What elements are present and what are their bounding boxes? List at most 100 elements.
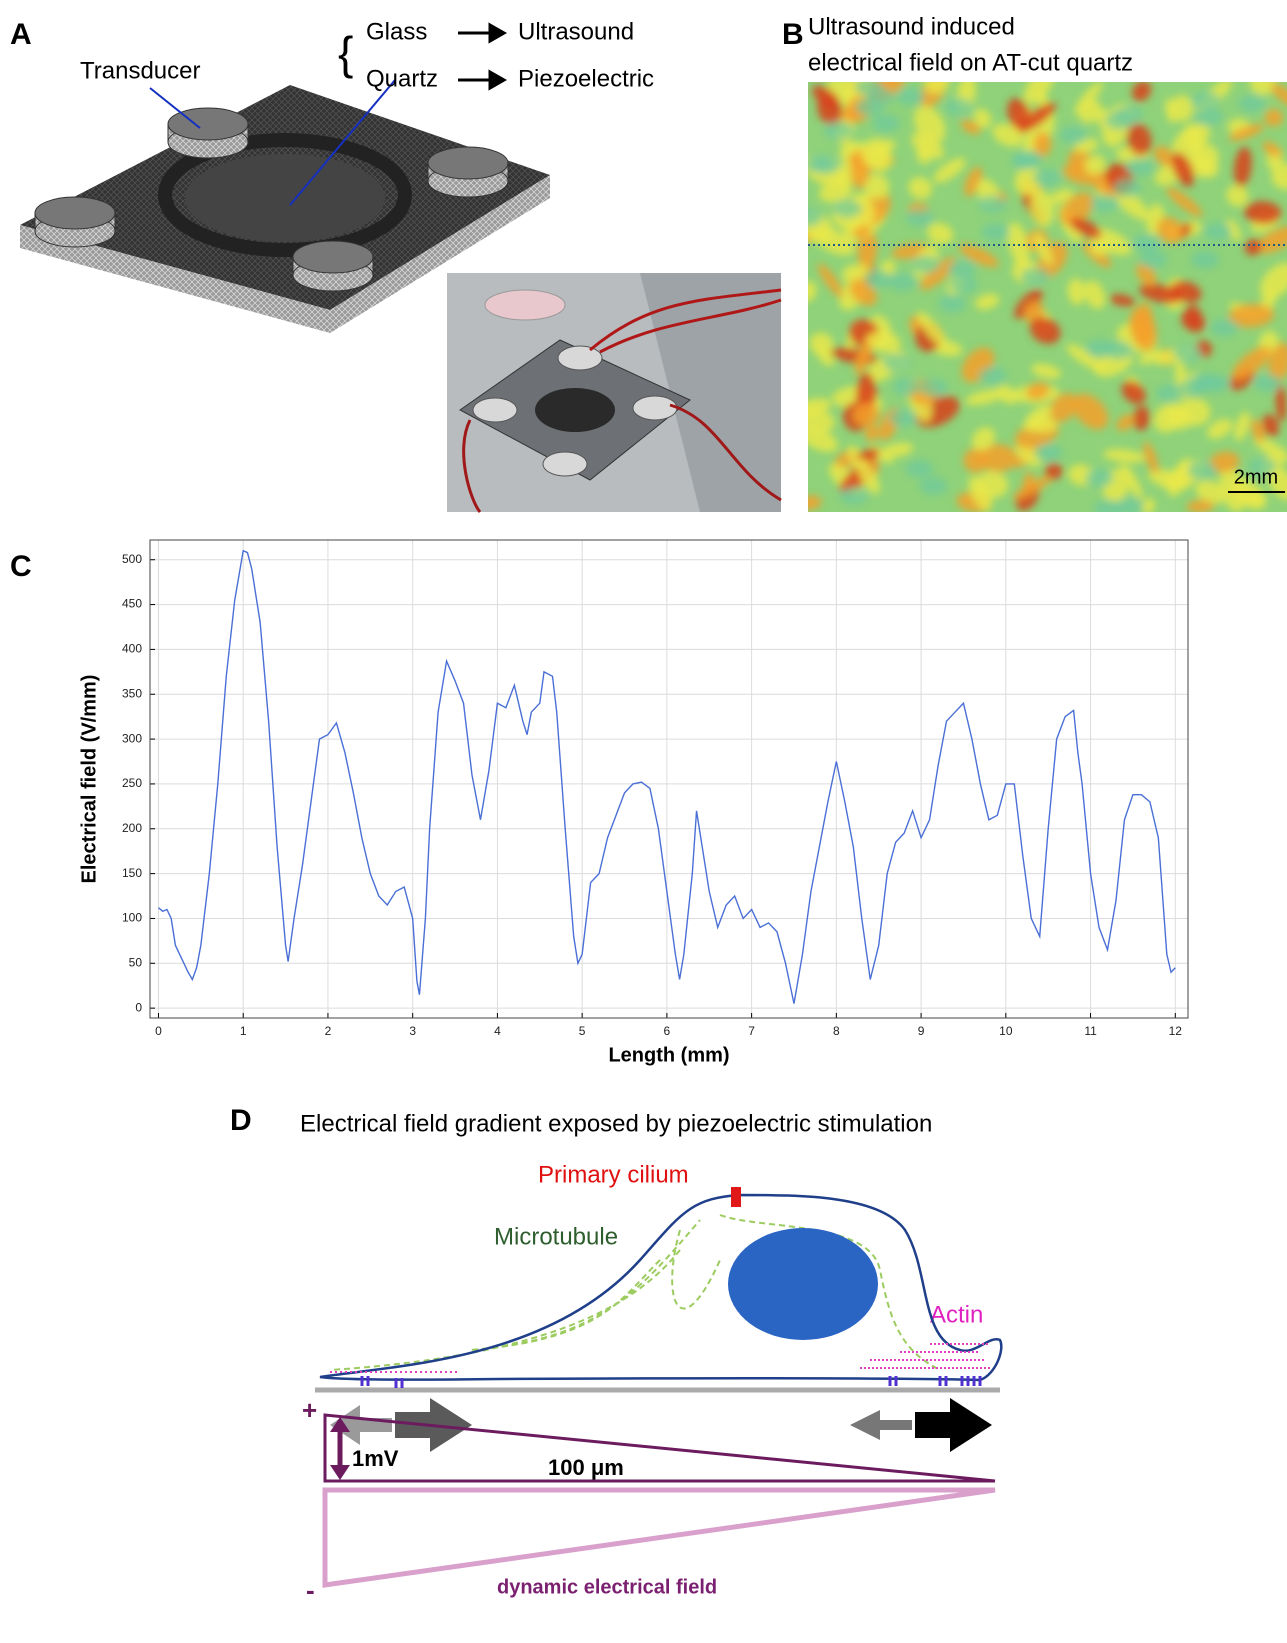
heat-blob — [1203, 222, 1232, 241]
heat-blob — [808, 208, 823, 227]
y-tick-label: 150 — [122, 866, 142, 880]
heat-blob — [866, 87, 895, 106]
heat-blob — [911, 255, 940, 274]
heat-blob — [1234, 411, 1250, 442]
heat-blob — [833, 199, 862, 218]
heat-blob — [809, 332, 834, 356]
device-render — [20, 79, 550, 333]
heat-blob — [975, 293, 1000, 310]
heat-blob — [1093, 499, 1122, 512]
heat-blob — [871, 114, 900, 133]
data-line — [158, 549, 1176, 1004]
heat-blob — [1183, 124, 1204, 154]
heat-blob — [971, 427, 996, 451]
heat-blob — [843, 105, 860, 123]
heat-blob — [808, 407, 835, 433]
heat-blob — [816, 347, 835, 367]
heat-blob — [808, 495, 822, 511]
heat-blob — [873, 139, 896, 153]
plus-sign: + — [302, 1395, 317, 1425]
heat-blob — [896, 87, 925, 106]
panel-label: D — [230, 1104, 252, 1137]
heat-blob — [1015, 441, 1042, 467]
heat-blob — [911, 132, 944, 160]
heat-blob — [947, 260, 976, 279]
cilium-label: Primary cilium — [538, 1161, 689, 1188]
heat-blob — [857, 229, 878, 270]
heat-blob — [1085, 339, 1114, 358]
heat-blob — [992, 123, 1024, 147]
heat-blob — [908, 177, 933, 199]
heat-blob — [1275, 383, 1287, 422]
heat-blob — [1191, 250, 1220, 269]
y-tick-label: 500 — [122, 552, 142, 566]
heat-blob — [1131, 82, 1152, 102]
heat-blob — [808, 281, 817, 302]
y-tick-label: 200 — [122, 821, 142, 835]
heat-blob — [973, 108, 992, 129]
heat-blob — [1165, 402, 1192, 430]
heat-blob — [919, 378, 948, 397]
heat-blob — [1018, 102, 1057, 133]
panel-label: A — [10, 18, 32, 51]
heat-blob — [1114, 105, 1143, 124]
voltage-label: 1mV — [352, 1446, 399, 1471]
heat-blob — [808, 426, 839, 453]
heat-blob — [1207, 418, 1233, 439]
heat-blob — [1244, 238, 1262, 256]
piezoelectric-label: Piezoelectric — [518, 65, 654, 92]
heat-blob — [924, 82, 950, 94]
heat-blob — [1085, 469, 1114, 488]
heat-blob — [1195, 107, 1224, 126]
glass-label: Glass — [366, 18, 427, 45]
heat-blob — [1121, 381, 1146, 405]
heat-blob — [1129, 307, 1157, 351]
y-tick-label: 0 — [135, 1000, 142, 1014]
heat-blob — [1060, 192, 1094, 226]
heat-blob — [1181, 305, 1201, 329]
heat-blob — [958, 244, 999, 268]
heat-blob — [1191, 91, 1220, 110]
minus-sign: - — [306, 1575, 315, 1605]
diagram-title: Electrical field gradient exposed by pie… — [300, 1110, 932, 1137]
heat-blob — [1136, 263, 1157, 287]
heat-blob — [1262, 414, 1280, 437]
x-tick-label: 4 — [494, 1024, 501, 1038]
heat-blob — [1226, 219, 1241, 242]
heat-blob — [1228, 123, 1265, 141]
heat-blob — [1262, 141, 1282, 158]
heat-blob — [913, 105, 946, 144]
heat-blob — [1121, 463, 1143, 500]
heat-blob — [881, 442, 914, 458]
y-tick-label: 100 — [122, 911, 142, 925]
heat-blob — [1011, 151, 1040, 170]
heat-blob — [1169, 95, 1194, 122]
heat-blob — [905, 208, 934, 227]
heat-blob — [1248, 457, 1277, 476]
heat-blob — [1023, 82, 1055, 105]
heat-blob — [1138, 349, 1165, 365]
heat-blob — [1049, 393, 1078, 423]
heat-blob — [1143, 441, 1159, 475]
heat-blob — [978, 444, 1018, 472]
heat-blob — [864, 425, 880, 442]
heat-blob — [1059, 125, 1088, 144]
panel-label: C — [10, 550, 32, 583]
heat-blob — [817, 94, 843, 126]
heat-blob — [1074, 82, 1103, 114]
heatmap — [808, 82, 1287, 512]
heat-blob — [1023, 404, 1052, 432]
x-tick-label: 12 — [1169, 1024, 1183, 1038]
heat-blob — [1115, 497, 1144, 512]
heat-blob — [905, 459, 934, 478]
arrows — [458, 22, 508, 91]
heat-blob — [963, 448, 988, 473]
heat-blob — [1253, 437, 1287, 462]
heat-blob — [1091, 194, 1120, 213]
heat-blob — [1171, 152, 1195, 187]
panel-label: B — [782, 18, 804, 51]
x-tick-label: 7 — [748, 1024, 755, 1038]
y-tick-label: 50 — [129, 955, 143, 969]
heat-blob — [1029, 317, 1061, 344]
